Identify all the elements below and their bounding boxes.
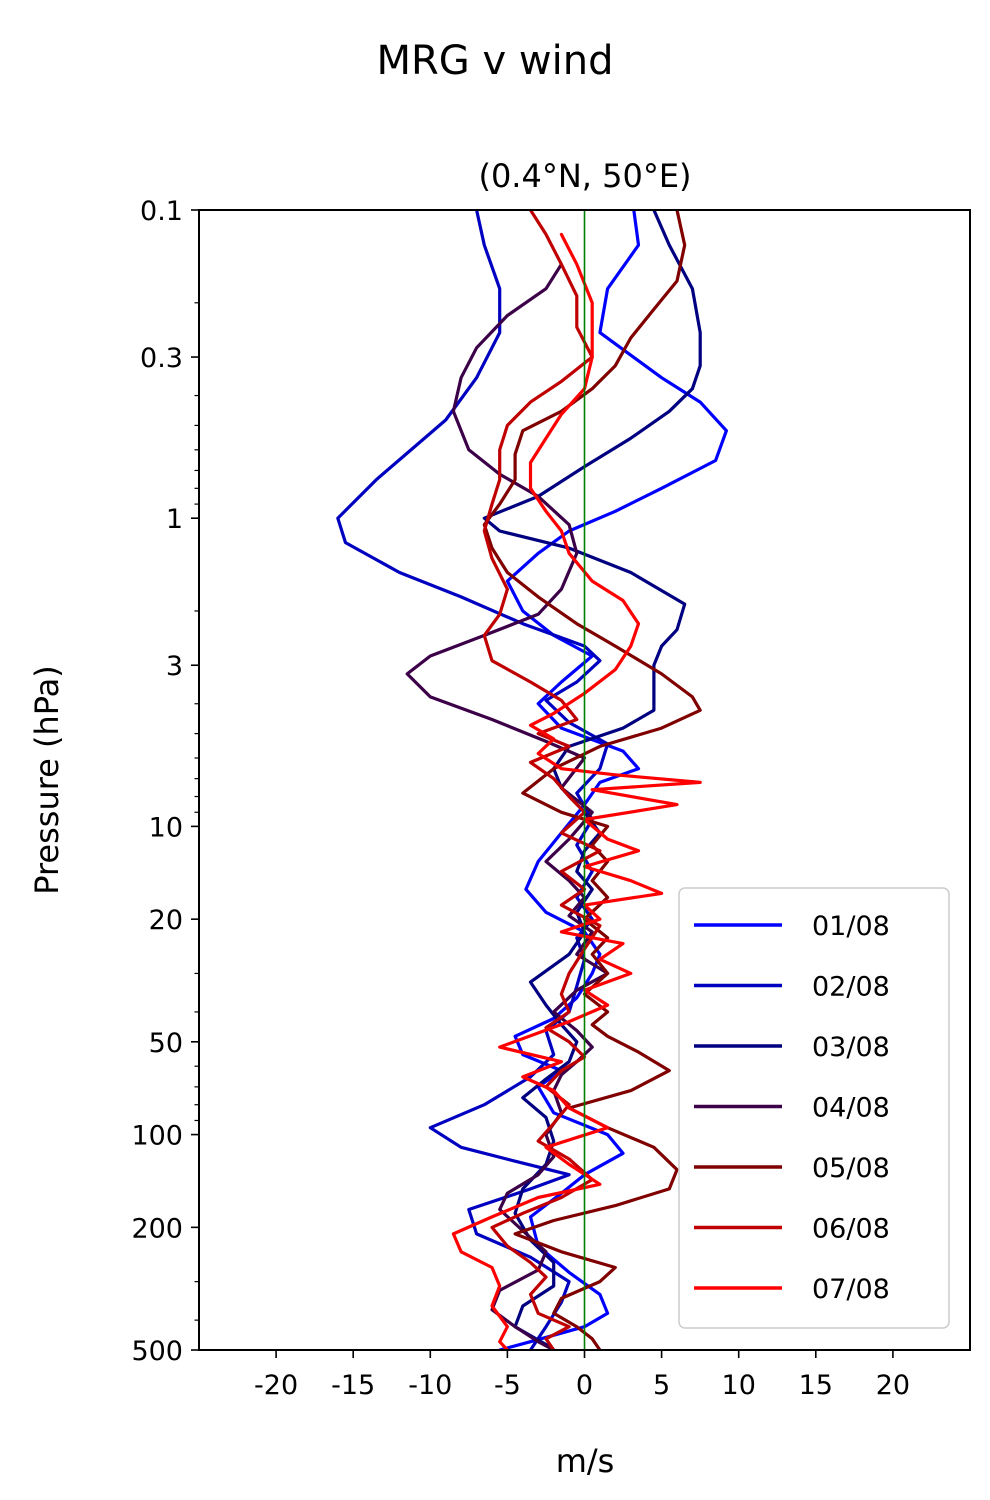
y-axis: 0.1 0.3 1 3 10 20 50 100 200 500	[131, 196, 199, 1367]
x-axis-label: m/s	[556, 1442, 615, 1480]
x-tick-label: -10	[408, 1370, 452, 1401]
y-tick-label: 500	[131, 1336, 183, 1367]
legend-label: 02/08	[812, 972, 890, 1003]
series-line-2	[336, 210, 610, 1350]
y-tick-label: 200	[131, 1213, 183, 1244]
legend: 01/08 02/08 03/08 04/08 05/08 06/08 07/08	[678, 887, 950, 1329]
series-line-6	[482, 210, 602, 1350]
y-tick-label: 1	[166, 504, 183, 535]
y-tick-label: 100	[131, 1121, 183, 1152]
y-axis-label: Pressure (hPa)	[28, 665, 66, 895]
plot-area	[336, 210, 728, 1350]
chart-subtitle: (0.4°N, 50°E)	[478, 157, 691, 195]
legend-label: 05/08	[812, 1153, 890, 1184]
y-tick-label: 20	[149, 905, 183, 936]
y-tick-label: 3	[166, 651, 183, 682]
x-tick-label: -5	[494, 1370, 521, 1401]
x-axis: -20 -15 -10 -5 0 5 10 15 20	[254, 1350, 910, 1401]
legend-box	[678, 887, 950, 1329]
y-tick-label: 0.1	[140, 196, 183, 227]
legend-label: 07/08	[812, 1274, 890, 1305]
y-tick-label: 50	[149, 1028, 183, 1059]
legend-label: 06/08	[812, 1214, 890, 1245]
chart-title: MRG v wind	[377, 38, 614, 84]
x-tick-label: 15	[799, 1370, 833, 1401]
y-tick-label: 10	[149, 812, 183, 843]
x-tick-label: 5	[653, 1370, 670, 1401]
x-tick-label: -20	[254, 1370, 298, 1401]
legend-label: 04/08	[812, 1093, 890, 1124]
legend-label: 03/08	[812, 1032, 890, 1063]
x-tick-label: 0	[576, 1370, 593, 1401]
y-tick-label: 0.3	[140, 343, 183, 374]
legend-label: 01/08	[812, 911, 890, 942]
x-tick-label: 10	[722, 1370, 756, 1401]
series-line-7	[451, 232, 702, 1350]
x-tick-label: 20	[876, 1370, 910, 1401]
x-tick-label: -15	[331, 1370, 375, 1401]
